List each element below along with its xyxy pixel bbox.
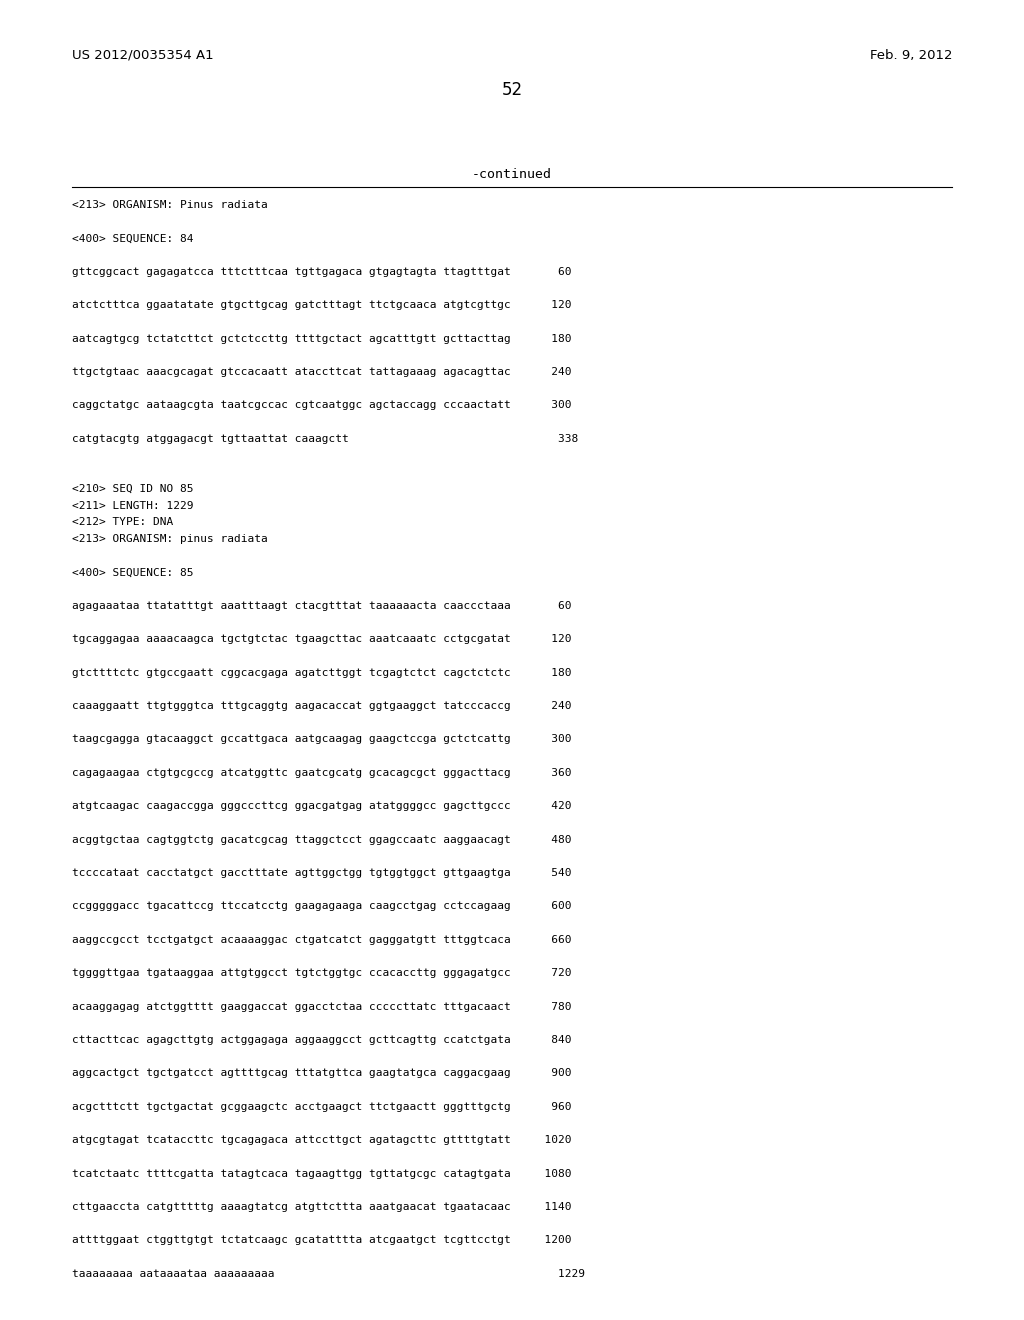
- Text: taagcgagga gtacaaggct gccattgaca aatgcaagag gaagctccga gctctcattg      300: taagcgagga gtacaaggct gccattgaca aatgcaa…: [72, 734, 571, 744]
- Text: tggggttgaa tgataaggaa attgtggcct tgtctggtgc ccacaccttg gggagatgcc      720: tggggttgaa tgataaggaa attgtggcct tgtctgg…: [72, 968, 571, 978]
- Text: cagagaagaa ctgtgcgccg atcatggttc gaatcgcatg gcacagcgct gggacttacg      360: cagagaagaa ctgtgcgccg atcatggttc gaatcgc…: [72, 768, 571, 777]
- Text: <213> ORGANISM: pinus radiata: <213> ORGANISM: pinus radiata: [72, 535, 267, 544]
- Text: aggcactgct tgctgatcct agttttgcag tttatgttca gaagtatgca caggacgaag      900: aggcactgct tgctgatcct agttttgcag tttatgt…: [72, 1068, 571, 1078]
- Text: -continued: -continued: [472, 169, 552, 181]
- Text: atgcgtagat tcataccttc tgcagagaca attccttgct agatagcttc gttttgtatt     1020: atgcgtagat tcataccttc tgcagagaca attcctt…: [72, 1135, 571, 1146]
- Text: aaggccgcct tcctgatgct acaaaaggac ctgatcatct gagggatgtt tttggtcaca      660: aaggccgcct tcctgatgct acaaaaggac ctgatca…: [72, 935, 571, 945]
- Text: tcatctaatc ttttcgatta tatagtcaca tagaagttgg tgttatgcgc catagtgata     1080: tcatctaatc ttttcgatta tatagtcaca tagaagt…: [72, 1168, 571, 1179]
- Text: <213> ORGANISM: Pinus radiata: <213> ORGANISM: Pinus radiata: [72, 201, 267, 210]
- Text: <211> LENGTH: 1229: <211> LENGTH: 1229: [72, 500, 194, 511]
- Text: atgtcaagac caagaccgga gggcccttcg ggacgatgag atatggggcc gagcttgccc      420: atgtcaagac caagaccgga gggcccttcg ggacgat…: [72, 801, 571, 812]
- Text: <400> SEQUENCE: 84: <400> SEQUENCE: 84: [72, 234, 194, 243]
- Text: ccgggggacc tgacattccg ttccatcctg gaagagaaga caagcctgag cctccagaag      600: ccgggggacc tgacattccg ttccatcctg gaagaga…: [72, 902, 571, 911]
- Text: atctctttca ggaatatate gtgcttgcag gatctttagt ttctgcaaca atgtcgttgc      120: atctctttca ggaatatate gtgcttgcag gatcttt…: [72, 300, 571, 310]
- Text: acggtgctaa cagtggtctg gacatcgcag ttaggctcct ggagccaatc aaggaacagt      480: acggtgctaa cagtggtctg gacatcgcag ttaggct…: [72, 834, 571, 845]
- Text: taaaaaaaa aataaaataa aaaaaaaaa                                          1229: taaaaaaaa aataaaataa aaaaaaaaa 1229: [72, 1269, 585, 1279]
- Text: gtcttttctc gtgccgaatt cggcacgaga agatcttggt tcgagtctct cagctctctc      180: gtcttttctc gtgccgaatt cggcacgaga agatctt…: [72, 668, 571, 677]
- Text: cttgaaccta catgtttttg aaaagtatcg atgttcttta aaatgaacat tgaatacaac     1140: cttgaaccta catgtttttg aaaagtatcg atgttct…: [72, 1203, 571, 1212]
- Text: gttcggcact gagagatcca tttctttcaa tgttgagaca gtgagtagta ttagtttgat       60: gttcggcact gagagatcca tttctttcaa tgttgag…: [72, 267, 571, 277]
- Text: agagaaataa ttatatttgt aaatttaagt ctacgtttat taaaaaacta caaccctaaa       60: agagaaataa ttatatttgt aaatttaagt ctacgtt…: [72, 601, 571, 611]
- Text: US 2012/0035354 A1: US 2012/0035354 A1: [72, 49, 214, 62]
- Text: acgctttctt tgctgactat gcggaagctc acctgaagct ttctgaactt gggtttgctg      960: acgctttctt tgctgactat gcggaagctc acctgaa…: [72, 1102, 571, 1111]
- Text: <212> TYPE: DNA: <212> TYPE: DNA: [72, 517, 173, 527]
- Text: Feb. 9, 2012: Feb. 9, 2012: [869, 49, 952, 62]
- Text: caggctatgc aataagcgta taatcgccac cgtcaatggc agctaccagg cccaactatt      300: caggctatgc aataagcgta taatcgccac cgtcaat…: [72, 400, 571, 411]
- Text: catgtacgtg atggagacgt tgttaattat caaagctt                               338: catgtacgtg atggagacgt tgttaattat caaagct…: [72, 434, 579, 444]
- Text: 52: 52: [502, 81, 522, 99]
- Text: tgcaggagaa aaaacaagca tgctgtctac tgaagcttac aaatcaaatc cctgcgatat      120: tgcaggagaa aaaacaagca tgctgtctac tgaagct…: [72, 634, 571, 644]
- Text: acaaggagag atctggtttt gaaggaccat ggacctctaa cccccttatc tttgacaact      780: acaaggagag atctggtttt gaaggaccat ggacctc…: [72, 1002, 571, 1011]
- Text: tccccataat cacctatgct gacctttate agttggctgg tgtggtggct gttgaagtga      540: tccccataat cacctatgct gacctttate agttggc…: [72, 869, 571, 878]
- Text: ttgctgtaac aaacgcagat gtccacaatt ataccttcat tattagaaag agacagttac      240: ttgctgtaac aaacgcagat gtccacaatt atacctt…: [72, 367, 571, 378]
- Text: <400> SEQUENCE: 85: <400> SEQUENCE: 85: [72, 568, 194, 577]
- Text: caaaggaatt ttgtgggtca tttgcaggtg aagacaccat ggtgaaggct tatcccaccg      240: caaaggaatt ttgtgggtca tttgcaggtg aagacac…: [72, 701, 571, 711]
- Text: cttacttcac agagcttgtg actggagaga aggaaggcct gcttcagttg ccatctgata      840: cttacttcac agagcttgtg actggagaga aggaagg…: [72, 1035, 571, 1045]
- Text: aatcagtgcg tctatcttct gctctccttg ttttgctact agcatttgtt gcttacttag      180: aatcagtgcg tctatcttct gctctccttg ttttgct…: [72, 334, 571, 343]
- Text: <210> SEQ ID NO 85: <210> SEQ ID NO 85: [72, 484, 194, 494]
- Text: attttggaat ctggttgtgt tctatcaagc gcatatttta atcgaatgct tcgttcctgt     1200: attttggaat ctggttgtgt tctatcaagc gcatatt…: [72, 1236, 571, 1245]
